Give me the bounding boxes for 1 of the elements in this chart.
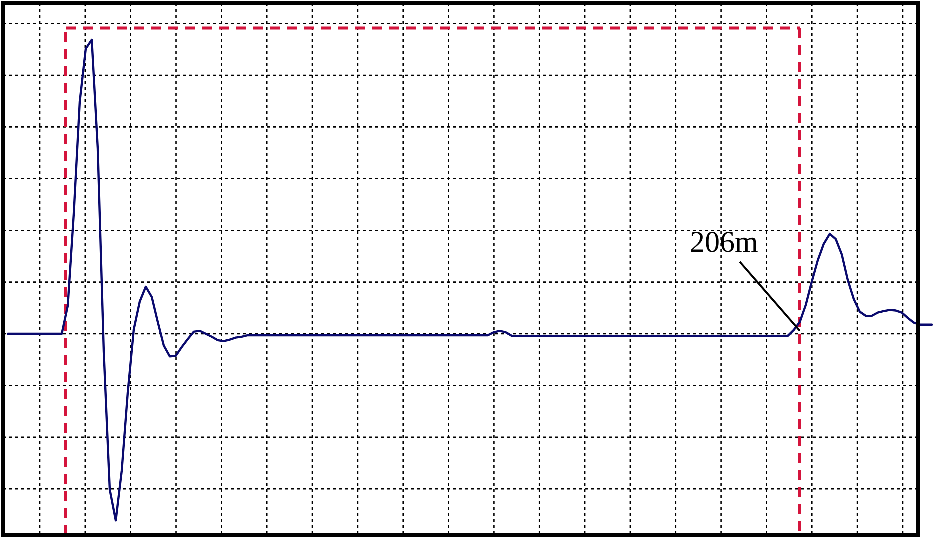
annotation: 206m xyxy=(690,226,758,259)
